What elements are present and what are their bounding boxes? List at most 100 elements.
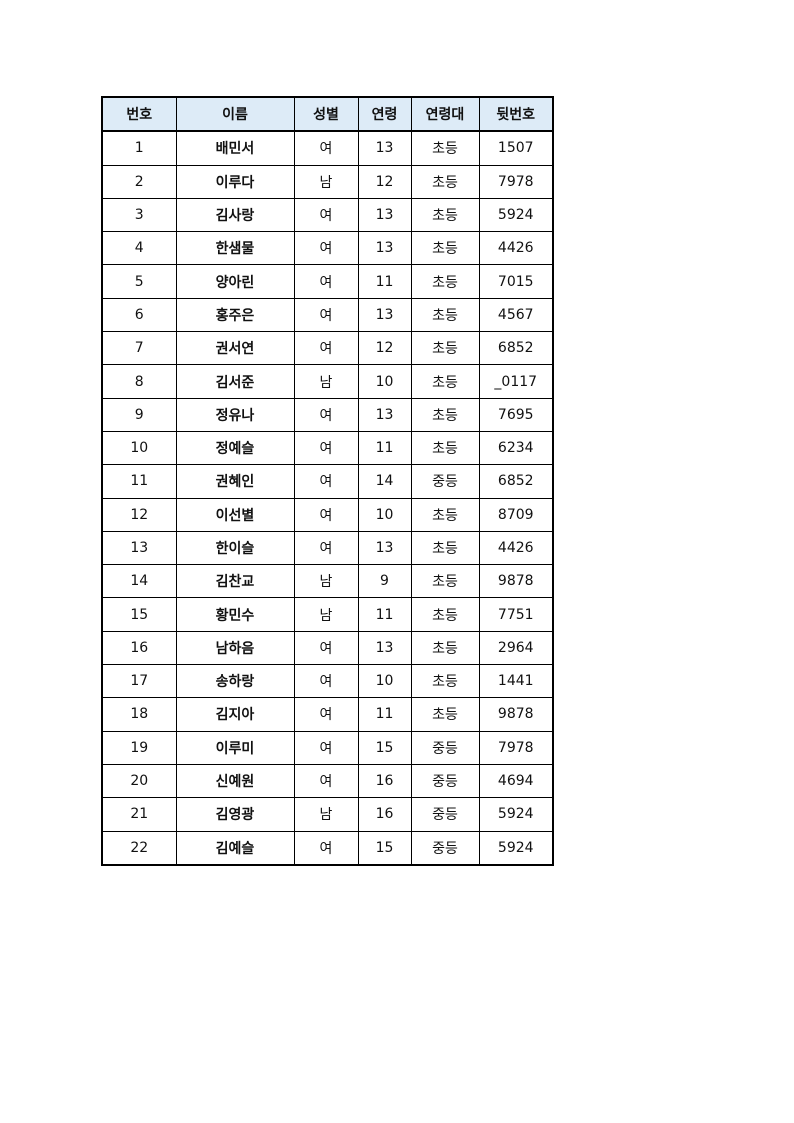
cell-back-number: 4567 <box>478 297 554 333</box>
cell-age: 11 <box>357 264 412 299</box>
cell-name: 김예슬 <box>175 830 295 866</box>
table-row: 17 송하랑 여 10 초등 1441 <box>101 664 554 699</box>
cell-age: 12 <box>357 331 412 366</box>
cell-number: 17 <box>101 664 177 699</box>
cell-age: 13 <box>357 231 412 266</box>
cell-age-group: 초등 <box>410 430 480 466</box>
table-body: 1 배민서 여 13 초등 1507 2 이루다 남 12 초등 7978 3 김사랑 여 13 초등 5924 4… <box>101 130 554 866</box>
table-row: 20 신예원 여 16 중등 4694 <box>101 763 554 799</box>
cell-name: 양아린 <box>175 264 295 299</box>
cell-gender: 남 <box>293 564 359 599</box>
cell-number: 20 <box>101 763 177 799</box>
table-row: 8 김서준 남 10 초등 _0117 <box>101 364 554 399</box>
cell-back-number: 5924 <box>478 830 554 866</box>
cell-back-number: 7015 <box>478 264 554 299</box>
cell-number: 21 <box>101 797 177 832</box>
table-row: 5 양아린 여 11 초등 7015 <box>101 264 554 299</box>
cell-age: 14 <box>357 464 412 499</box>
table-row: 22 김예슬 여 15 중등 5924 <box>101 830 554 866</box>
cell-gender: 여 <box>293 430 359 466</box>
cell-name: 이루다 <box>175 164 295 199</box>
cell-age: 16 <box>357 797 412 832</box>
table-row: 14 김찬교 남 9 초등 9878 <box>101 564 554 599</box>
cell-name: 김사랑 <box>175 197 295 233</box>
cell-number: 12 <box>101 497 177 532</box>
cell-age: 11 <box>357 697 412 732</box>
cell-name: 홍주은 <box>175 297 295 333</box>
cell-number: 5 <box>101 264 177 299</box>
cell-name: 황민수 <box>175 597 295 632</box>
cell-back-number: 8709 <box>478 497 554 532</box>
cell-age-group: 중등 <box>410 830 480 866</box>
table-row: 11 권혜인 여 14 중등 6852 <box>101 464 554 499</box>
cell-gender: 여 <box>293 497 359 532</box>
cell-gender: 여 <box>293 830 359 866</box>
cell-age: 13 <box>357 197 412 233</box>
cell-age: 13 <box>357 530 412 566</box>
cell-age-group: 초등 <box>410 197 480 233</box>
table-row: 7 권서연 여 12 초등 6852 <box>101 331 554 366</box>
cell-age-group: 중등 <box>410 730 480 765</box>
table-row: 1 배민서 여 13 초등 1507 <box>101 130 554 166</box>
cell-back-number: 6852 <box>478 331 554 366</box>
cell-gender: 여 <box>293 197 359 233</box>
cell-number: 10 <box>101 430 177 466</box>
cell-gender: 여 <box>293 231 359 266</box>
cell-gender: 여 <box>293 464 359 499</box>
cell-number: 14 <box>101 564 177 599</box>
cell-gender: 여 <box>293 130 359 166</box>
cell-back-number: 7978 <box>478 730 554 765</box>
cell-age: 11 <box>357 430 412 466</box>
cell-name: 신예원 <box>175 763 295 799</box>
cell-name: 김지아 <box>175 697 295 732</box>
cell-number: 6 <box>101 297 177 333</box>
cell-age-group: 초등 <box>410 264 480 299</box>
cell-age-group: 초등 <box>410 130 480 166</box>
cell-age-group: 중등 <box>410 763 480 799</box>
cell-back-number: 9878 <box>478 564 554 599</box>
cell-name: 권혜인 <box>175 464 295 499</box>
table-row: 3 김사랑 여 13 초등 5924 <box>101 197 554 233</box>
cell-number: 15 <box>101 597 177 632</box>
cell-name: 송하랑 <box>175 664 295 699</box>
cell-age-group: 초등 <box>410 564 480 599</box>
table-row: 21 김영광 남 16 중등 5924 <box>101 797 554 832</box>
cell-back-number: 1441 <box>478 664 554 699</box>
cell-gender: 여 <box>293 397 359 432</box>
cell-back-number: 5924 <box>478 797 554 832</box>
cell-age-group: 중등 <box>410 797 480 832</box>
cell-age: 9 <box>357 564 412 599</box>
cell-gender: 여 <box>293 697 359 732</box>
cell-gender: 여 <box>293 297 359 333</box>
cell-gender: 여 <box>293 264 359 299</box>
cell-name: 김찬교 <box>175 564 295 599</box>
cell-age-group: 초등 <box>410 364 480 399</box>
cell-age: 15 <box>357 730 412 765</box>
table-row: 12 이선별 여 10 초등 8709 <box>101 497 554 532</box>
cell-name: 김영광 <box>175 797 295 832</box>
cell-age-group: 초등 <box>410 231 480 266</box>
cell-age: 13 <box>357 130 412 166</box>
cell-gender: 여 <box>293 664 359 699</box>
cell-gender: 여 <box>293 331 359 366</box>
table-row: 9 정유나 여 13 초등 7695 <box>101 397 554 432</box>
cell-name: 남하음 <box>175 630 295 666</box>
cell-back-number: 2964 <box>478 630 554 666</box>
cell-age-group: 초등 <box>410 530 480 566</box>
cell-gender: 여 <box>293 630 359 666</box>
cell-number: 18 <box>101 697 177 732</box>
cell-age: 12 <box>357 164 412 199</box>
cell-name: 이루미 <box>175 730 295 765</box>
cell-gender: 남 <box>293 164 359 199</box>
cell-back-number: 7978 <box>478 164 554 199</box>
cell-age-group: 초등 <box>410 664 480 699</box>
table-row: 15 황민수 남 11 초등 7751 <box>101 597 554 632</box>
cell-gender: 남 <box>293 797 359 832</box>
cell-back-number: 1507 <box>478 130 554 166</box>
cell-back-number: 6234 <box>478 430 554 466</box>
header-row: 번호 이름 성별 연령 연령대 뒷번호 <box>101 96 554 133</box>
cell-number: 9 <box>101 397 177 432</box>
cell-number: 2 <box>101 164 177 199</box>
cell-back-number: 4426 <box>478 231 554 266</box>
cell-number: 19 <box>101 730 177 765</box>
